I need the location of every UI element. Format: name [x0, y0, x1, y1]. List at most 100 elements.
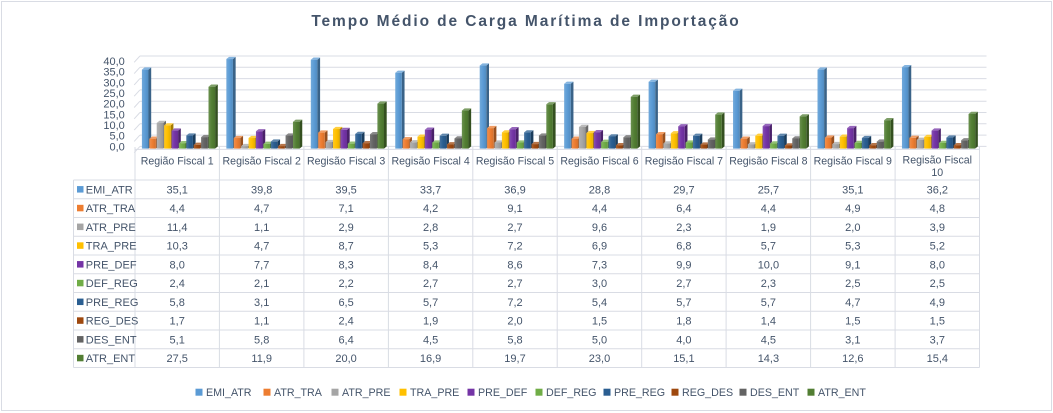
svg-text:TRA_PRE: TRA_PRE — [410, 387, 459, 399]
svg-text:7,3: 7,3 — [592, 259, 607, 271]
svg-text:15,0: 15,0 — [103, 109, 124, 121]
svg-text:36,2: 36,2 — [927, 184, 948, 196]
svg-text:28,8: 28,8 — [589, 184, 610, 196]
svg-text:Regisão Fiscal 3: Regisão Fiscal 3 — [307, 155, 385, 167]
svg-text:1,4: 1,4 — [761, 316, 776, 328]
svg-text:5,3: 5,3 — [423, 241, 438, 253]
svg-text:8,4: 8,4 — [423, 259, 438, 271]
svg-text:16,9: 16,9 — [420, 353, 441, 365]
svg-text:39,5: 39,5 — [335, 184, 356, 196]
svg-text:4,4: 4,4 — [592, 203, 607, 215]
svg-text:4,0: 4,0 — [676, 334, 691, 346]
svg-text:1,5: 1,5 — [930, 316, 945, 328]
svg-text:35,0: 35,0 — [103, 67, 124, 79]
svg-text:7,2: 7,2 — [507, 297, 522, 309]
svg-text:PRE_REG: PRE_REG — [614, 387, 665, 399]
svg-text:19,7: 19,7 — [504, 353, 525, 365]
svg-text:9,9: 9,9 — [676, 259, 691, 271]
svg-text:Regisão Fiscal: Regisão Fiscal — [903, 154, 972, 166]
svg-text:9,1: 9,1 — [507, 203, 522, 215]
svg-text:ATR_TRA: ATR_TRA — [274, 387, 323, 399]
svg-text:ATR_ENT: ATR_ENT — [818, 387, 866, 399]
svg-text:25,0: 25,0 — [103, 88, 124, 100]
svg-text:ATR_PRE: ATR_PRE — [86, 222, 136, 234]
svg-text:3,0: 3,0 — [592, 278, 607, 290]
svg-text:27,5: 27,5 — [166, 353, 187, 365]
svg-text:29,7: 29,7 — [673, 184, 694, 196]
svg-text:1,8: 1,8 — [676, 316, 691, 328]
svg-text:1,7: 1,7 — [170, 316, 185, 328]
svg-text:4,4: 4,4 — [170, 203, 185, 215]
svg-text:4,9: 4,9 — [845, 203, 860, 215]
svg-text:ATR_ENT: ATR_ENT — [86, 353, 136, 365]
svg-text:Região Fiscal 1: Região Fiscal 1 — [141, 155, 214, 167]
svg-text:20,0: 20,0 — [335, 353, 356, 365]
svg-text:Regisão Fiscal 7: Regisão Fiscal 7 — [645, 155, 723, 167]
svg-text:2,9: 2,9 — [338, 222, 353, 234]
svg-text:1,1: 1,1 — [254, 222, 269, 234]
svg-text:5,3: 5,3 — [845, 241, 860, 253]
svg-text:8,3: 8,3 — [338, 259, 353, 271]
svg-text:5,7: 5,7 — [761, 241, 776, 253]
svg-text:3,1: 3,1 — [254, 297, 269, 309]
svg-text:1,1: 1,1 — [254, 316, 269, 328]
svg-text:3,7: 3,7 — [930, 334, 945, 346]
svg-text:7,2: 7,2 — [507, 241, 522, 253]
svg-text:6,9: 6,9 — [592, 241, 607, 253]
svg-text:11,9: 11,9 — [251, 353, 272, 365]
svg-text:5,7: 5,7 — [676, 297, 691, 309]
svg-text:4,9: 4,9 — [930, 297, 945, 309]
svg-text:5,0: 5,0 — [110, 131, 125, 143]
svg-text:7,1: 7,1 — [338, 203, 353, 215]
svg-text:39,8: 39,8 — [251, 184, 272, 196]
svg-text:4,7: 4,7 — [254, 203, 269, 215]
svg-text:23,0: 23,0 — [589, 353, 610, 365]
svg-text:PRE_DEF: PRE_DEF — [478, 387, 528, 399]
svg-text:1,5: 1,5 — [845, 316, 860, 328]
svg-text:2,4: 2,4 — [338, 316, 353, 328]
svg-text:1,5: 1,5 — [592, 316, 607, 328]
svg-text:2,1: 2,1 — [254, 278, 269, 290]
svg-text:3,1: 3,1 — [845, 334, 860, 346]
svg-text:15,4: 15,4 — [927, 353, 948, 365]
svg-text:6,4: 6,4 — [676, 203, 691, 215]
svg-text:36,9: 36,9 — [504, 184, 525, 196]
svg-text:EMI_ATR: EMI_ATR — [86, 184, 133, 196]
svg-text:2,5: 2,5 — [845, 278, 860, 290]
svg-text:1,9: 1,9 — [423, 316, 438, 328]
svg-text:5,7: 5,7 — [761, 297, 776, 309]
svg-text:30,0: 30,0 — [103, 77, 124, 89]
svg-text:8,6: 8,6 — [507, 259, 522, 271]
svg-text:10,3: 10,3 — [166, 241, 187, 253]
svg-text:2,0: 2,0 — [507, 316, 522, 328]
svg-text:8,7: 8,7 — [338, 241, 353, 253]
svg-text:ATR_TRA: ATR_TRA — [86, 203, 136, 215]
svg-text:4,2: 4,2 — [423, 203, 438, 215]
svg-text:5,1: 5,1 — [170, 334, 185, 346]
svg-text:2,7: 2,7 — [676, 278, 691, 290]
svg-text:Regisão Fiscal 8: Regisão Fiscal 8 — [729, 155, 807, 167]
svg-text:4,7: 4,7 — [845, 297, 860, 309]
svg-text:4,5: 4,5 — [423, 334, 438, 346]
svg-text:8,0: 8,0 — [170, 259, 185, 271]
svg-text:Tempo Médio de Carga Marítima: Tempo Médio de Carga Marítima de Importa… — [311, 13, 740, 30]
svg-text:TRA_PRE: TRA_PRE — [86, 241, 137, 253]
svg-text:2,2: 2,2 — [338, 278, 353, 290]
svg-text:10: 10 — [931, 167, 943, 179]
svg-text:PRE_DEF: PRE_DEF — [86, 259, 137, 271]
svg-text:PRE_REG: PRE_REG — [86, 297, 139, 309]
svg-text:15,1: 15,1 — [673, 353, 694, 365]
svg-text:ATR_PRE: ATR_PRE — [342, 387, 391, 399]
svg-text:DEF_REG: DEF_REG — [86, 278, 138, 290]
svg-text:5,8: 5,8 — [507, 334, 522, 346]
svg-text:35,1: 35,1 — [166, 184, 187, 196]
svg-text:9,1: 9,1 — [845, 259, 860, 271]
svg-text:2,3: 2,3 — [676, 222, 691, 234]
svg-text:10,0: 10,0 — [758, 259, 779, 271]
svg-text:8,0: 8,0 — [930, 259, 945, 271]
svg-text:33,7: 33,7 — [420, 184, 441, 196]
svg-text:0,0: 0,0 — [110, 141, 125, 153]
svg-text:4,7: 4,7 — [254, 241, 269, 253]
svg-text:6,4: 6,4 — [338, 334, 353, 346]
svg-text:5,0: 5,0 — [592, 334, 607, 346]
